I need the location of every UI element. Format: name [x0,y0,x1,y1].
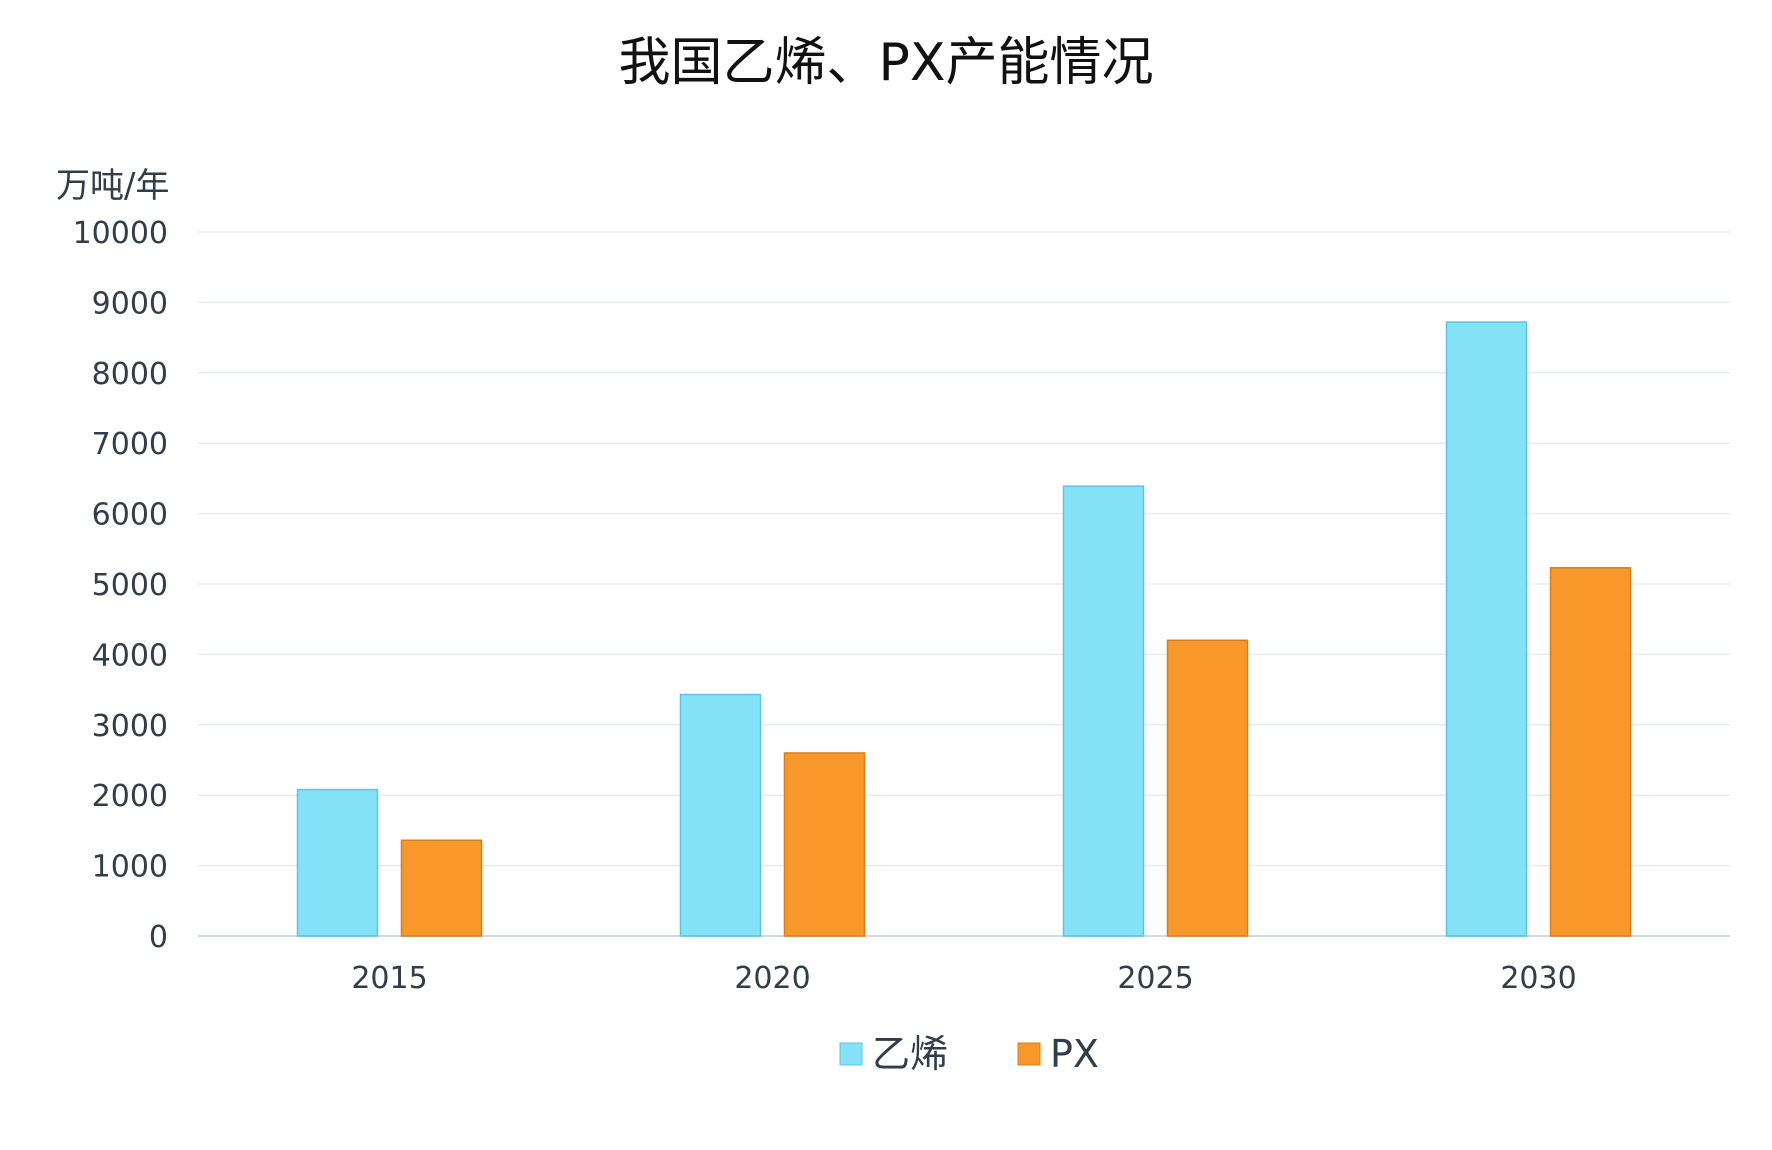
y-axis-label: 万吨/年 [56,166,169,206]
legend-label: PX [1050,1032,1099,1076]
legend-swatch [1017,1042,1041,1066]
y-axis-ticks: 0 1000 2000 3000 4000 5000 6000 7000 8000 9000 100… [73,216,168,955]
bar-乙烯-2020 [679,693,762,937]
y-tick-label: 0 [149,920,168,955]
y-tick-label: 1000 [92,850,168,885]
x-tick-label: 2020 [734,961,810,996]
y-tick-label: 7000 [92,427,168,462]
legend-swatch [839,1042,863,1066]
bars [296,321,1632,937]
y-tick-label: 10000 [73,216,168,251]
bar-PX-2030 [1549,567,1632,937]
y-tick-label: 5000 [92,568,168,603]
y-tick-label: 2000 [92,779,168,814]
y-tick-label: 9000 [92,286,168,321]
legend: 乙烯 PX [839,1032,1099,1076]
x-axis-ticks: 2015 2020 2025 2030 [351,961,1576,996]
bar-PX-2015 [400,839,483,937]
chart-title: 我国乙烯、PX产能情况 [619,33,1154,93]
x-tick-label: 2015 [351,961,427,996]
y-tick-label: 3000 [92,709,168,744]
y-tick-label: 4000 [92,638,168,673]
bar-乙烯-2030 [1445,321,1528,937]
x-tick-label: 2030 [1500,961,1576,996]
bar-PX-2025 [1166,639,1249,937]
y-tick-label: 6000 [92,498,168,533]
x-tick-label: 2025 [1117,961,1193,996]
bar-乙烯-2025 [1062,485,1145,937]
y-tick-label: 8000 [92,357,168,392]
bar-乙烯-2015 [296,788,379,937]
legend-label: 乙烯 [872,1032,948,1076]
bar-PX-2020 [783,752,866,937]
